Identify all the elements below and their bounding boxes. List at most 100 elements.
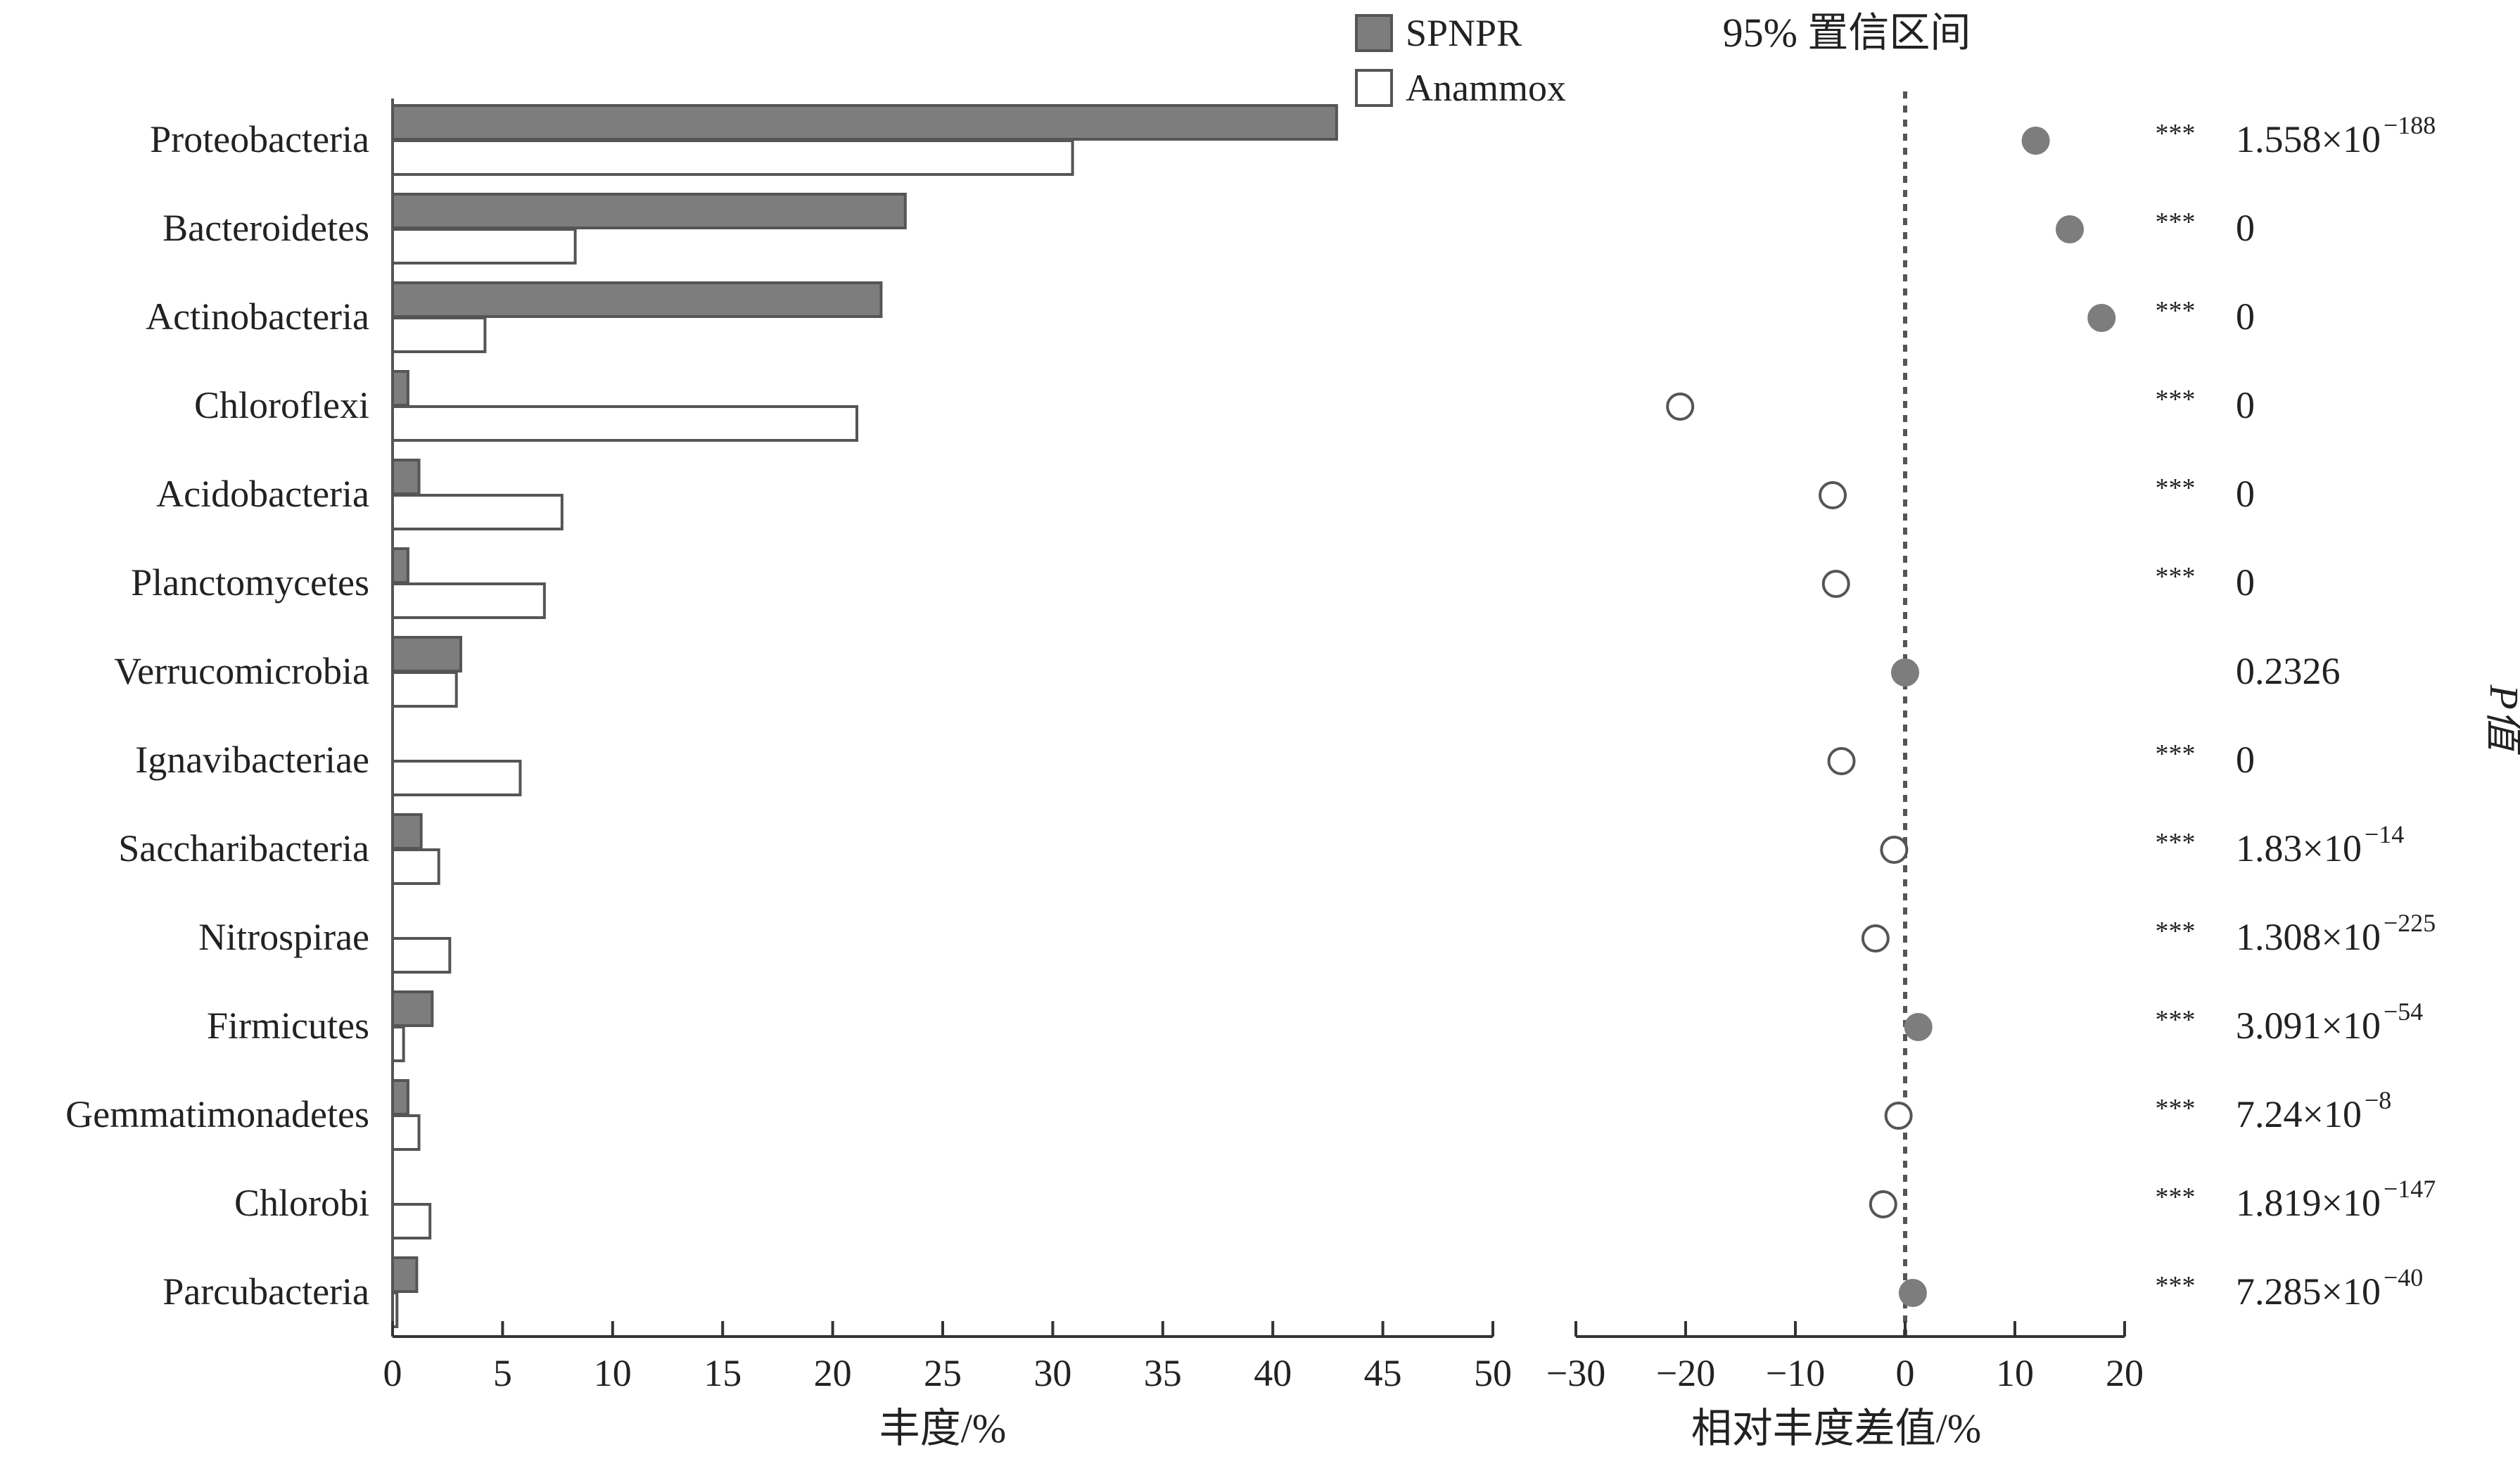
category-label: Parcubacteria	[163, 1270, 369, 1313]
difference-point-filled	[2021, 127, 2050, 155]
p-value-mantissa: 0	[2236, 739, 2255, 781]
significance-marker: ***	[2156, 828, 2196, 858]
x-tick-label: 25	[924, 1352, 962, 1394]
p-value-exponent: −40	[2384, 1263, 2423, 1292]
significance-marker: ***	[2156, 739, 2196, 769]
category-label: Saccharibacteria	[118, 827, 369, 869]
p-value-mantissa: 0.2326	[2236, 650, 2341, 692]
p-value-mantissa: 1.83×10	[2236, 827, 2362, 869]
bar-anammox	[391, 671, 458, 708]
legend-swatch-spnpr	[1355, 14, 1393, 52]
significance-marker: ***	[2156, 1005, 2196, 1035]
p-value-header: P值	[2481, 684, 2520, 755]
x-tick-label: 0	[383, 1352, 402, 1394]
bar-spnpr	[391, 813, 423, 850]
significance-marker: ***	[2156, 296, 2196, 326]
bar-anammox	[391, 1026, 405, 1062]
bar-anammox	[391, 1203, 432, 1239]
p-value-mantissa: 0	[2236, 473, 2255, 515]
category-label: Planctomycetes	[131, 561, 369, 604]
bar-anammox	[391, 228, 577, 264]
x-tick-label: 5	[493, 1352, 512, 1394]
bar-anammox	[391, 1114, 421, 1151]
p-value-mantissa: 0	[2236, 561, 2255, 604]
x-tick-label: 35	[1144, 1352, 1182, 1394]
p-value-mantissa: 0	[2236, 207, 2255, 249]
bar-anammox	[391, 582, 546, 619]
difference-point-open	[1880, 836, 1909, 864]
significance-marker: ***	[2156, 562, 2196, 592]
category-label: Bacteroidetes	[163, 207, 369, 249]
p-value-exponent: −188	[2384, 111, 2436, 139]
significance-marker: ***	[2156, 208, 2196, 237]
bar-anammox	[391, 405, 859, 442]
category-label: Nitrospirae	[198, 916, 369, 958]
bar-spnpr	[391, 104, 1338, 141]
bar-spnpr	[391, 636, 462, 673]
bar-anammox	[391, 760, 522, 796]
difference-point-open	[1861, 924, 1890, 952]
x-tick-label: 45	[1364, 1352, 1402, 1394]
category-label: Ignavibacteriae	[135, 739, 369, 781]
difference-point-filled	[1904, 1013, 1933, 1041]
x-tick-label: 30	[1033, 1352, 1071, 1394]
p-value-mantissa: 7.285×10	[2236, 1270, 2381, 1313]
p-value-exponent: −54	[2384, 997, 2423, 1026]
bar-spnpr	[391, 547, 409, 584]
ci-x-tick-label: 10	[1996, 1352, 2034, 1394]
category-label: Actinobacteria	[146, 295, 369, 338]
bar-anammox	[391, 848, 440, 885]
x-tick-label: 10	[594, 1352, 632, 1394]
bar-spnpr	[391, 459, 421, 495]
significance-marker: ***	[2156, 917, 2196, 946]
bar-spnpr	[391, 1079, 409, 1116]
legend-swatch-anammox	[1355, 69, 1393, 107]
difference-point-open	[1819, 481, 1847, 509]
p-value-mantissa: 1.308×10	[2236, 916, 2381, 958]
p-value-mantissa: 0	[2236, 384, 2255, 426]
significance-marker: ***	[2156, 1094, 2196, 1123]
ci-x-tick-label: −20	[1656, 1352, 1715, 1394]
category-label: Gemmatimonadetes	[65, 1093, 369, 1135]
x-tick-label: 50	[1474, 1352, 1512, 1394]
category-label: Firmicutes	[207, 1005, 369, 1047]
bar-anammox	[391, 937, 452, 974]
ci-x-tick-label: −30	[1546, 1352, 1605, 1394]
p-value-mantissa: 1.558×10	[2236, 118, 2381, 160]
bar-spnpr	[391, 990, 434, 1027]
difference-point-filled	[1898, 1279, 1927, 1307]
difference-point-open	[1869, 1190, 1897, 1218]
difference-point-open	[1666, 393, 1695, 421]
ci-x-tick-label: −10	[1766, 1352, 1825, 1394]
difference-point-filled	[2056, 215, 2084, 243]
significance-marker: ***	[2156, 1271, 2196, 1301]
difference-point-filled	[2087, 304, 2116, 332]
difference-point-filled	[1891, 658, 1919, 687]
category-label: Chloroflexi	[194, 384, 369, 426]
x-tick-label: 20	[814, 1352, 852, 1394]
bar-spnpr	[391, 193, 907, 229]
p-value-exponent: −225	[2384, 909, 2436, 937]
x-tick-label: 15	[704, 1352, 742, 1394]
ci-panel-title: 95% 置信区间	[1723, 10, 1971, 56]
p-value-mantissa: 7.24×10	[2236, 1093, 2362, 1135]
category-label: Chlorobi	[234, 1182, 369, 1224]
legend-label: Anammox	[1406, 67, 1566, 109]
difference-point-open	[1827, 747, 1856, 775]
bar-anammox	[391, 139, 1074, 176]
bar-anammox	[391, 317, 487, 353]
significance-marker: ***	[2156, 385, 2196, 414]
p-value-mantissa: 3.091×10	[2236, 1005, 2381, 1047]
significance-marker: ***	[2156, 473, 2196, 503]
bar-spnpr	[391, 281, 883, 318]
difference-point-open	[1821, 570, 1850, 598]
difference-point-open	[1884, 1102, 1913, 1130]
legend-label: SPNPR	[1406, 12, 1522, 54]
x-axis-title: 丰度/%	[879, 1406, 1006, 1451]
category-label: Proteobacteria	[150, 118, 369, 160]
ci-x-axis-title: 相对丰度差值/%	[1691, 1406, 1981, 1451]
ci-x-tick-label: 20	[2106, 1352, 2144, 1394]
bar-anammox	[391, 494, 564, 530]
